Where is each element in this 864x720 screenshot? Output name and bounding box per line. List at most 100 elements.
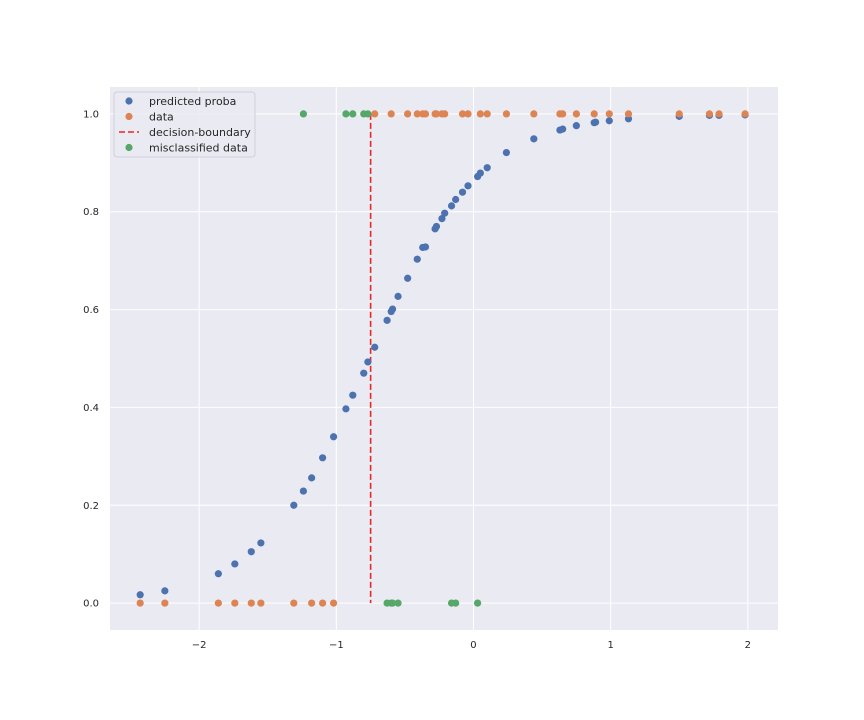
- misclassified-data-point: [364, 110, 372, 118]
- data-point: [715, 110, 723, 118]
- data-point: [441, 110, 449, 118]
- data-point: [624, 110, 633, 118]
- data-point: [590, 110, 598, 118]
- data-point: [432, 110, 441, 118]
- predicted-proba-point: [605, 117, 613, 125]
- data-point: [387, 110, 395, 118]
- predicted-proba-point: [458, 188, 467, 196]
- legend-marker: [125, 143, 133, 152]
- predicted-proba-point: [231, 560, 239, 568]
- data-point: [329, 599, 338, 607]
- predicted-proba-point: [319, 454, 327, 462]
- legend-label: data: [149, 111, 174, 124]
- predicted-proba-point: [441, 209, 449, 217]
- predicted-proba-point: [413, 255, 421, 263]
- data-point: [458, 110, 467, 118]
- misclassified-data-point: [349, 110, 357, 118]
- predicted-proba-point: [476, 169, 484, 177]
- misclassified-data-point: [299, 110, 308, 118]
- y-tick-label: 0.2: [83, 501, 99, 512]
- predicted-proba-point: [404, 274, 412, 282]
- misclassified-data-point: [452, 599, 460, 607]
- data-point: [214, 599, 222, 607]
- predicted-proba-point: [290, 501, 298, 509]
- data-point: [502, 110, 511, 118]
- predicted-proba-point: [349, 391, 357, 399]
- data-point: [675, 110, 683, 118]
- data-point: [371, 110, 379, 118]
- predicted-proba-point: [371, 343, 379, 351]
- data-point: [741, 110, 749, 118]
- predicted-proba-point: [364, 358, 372, 366]
- data-point: [464, 110, 472, 118]
- data-point: [476, 110, 484, 118]
- y-tick-label: 0.8: [83, 207, 99, 218]
- predicted-proba-point: [530, 135, 538, 143]
- predicted-proba-point: [447, 202, 456, 210]
- data-point: [421, 110, 430, 118]
- legend-label: decision-boundary: [149, 126, 251, 139]
- predicted-proba-point: [161, 587, 169, 595]
- data-point: [257, 599, 265, 607]
- data-point: [247, 599, 255, 607]
- data-point: [605, 110, 613, 118]
- data-point: [572, 110, 580, 118]
- predicted-proba-point: [342, 405, 350, 413]
- data-point: [559, 110, 567, 118]
- predicted-proba-point: [438, 214, 446, 223]
- legend-marker: [125, 112, 133, 121]
- data-point: [319, 599, 327, 607]
- predicted-proba-point: [591, 118, 600, 126]
- predicted-proba-point: [394, 292, 402, 300]
- predicted-proba-point: [502, 148, 511, 157]
- predicted-proba-point: [257, 539, 265, 547]
- tick-labels: −2 −1 0 1 2 0.0 0.2 0.4 0.6 0.8 1.0: [83, 109, 751, 651]
- x-tick-label: 1: [607, 640, 613, 651]
- misclassified-data-point: [342, 110, 350, 118]
- predicted-proba-point: [432, 222, 441, 231]
- predicted-proba-point: [383, 316, 391, 324]
- y-tick-label: 0.4: [83, 403, 99, 414]
- series-data: [136, 110, 749, 607]
- predicted-proba-point: [247, 548, 255, 556]
- data-point: [136, 599, 144, 607]
- data-point: [404, 110, 412, 118]
- data-point: [413, 110, 421, 118]
- data-point: [530, 110, 538, 118]
- legend-box: [113, 91, 256, 158]
- predicted-proba-point: [559, 125, 567, 133]
- data-point: [231, 599, 239, 607]
- data-point: [308, 599, 316, 607]
- x-tick-label: 0: [470, 640, 476, 651]
- data-point: [705, 110, 714, 118]
- data-point: [483, 110, 491, 118]
- x-tick-label: 2: [745, 640, 751, 651]
- x-tick-label: −2: [192, 640, 207, 651]
- y-tick-label: 0.0: [83, 599, 99, 610]
- y-tick-label: 1.0: [83, 109, 99, 120]
- predicted-proba-point: [299, 487, 308, 495]
- predicted-proba-point: [360, 369, 368, 377]
- legend-marker: [125, 97, 133, 105]
- series-predicted-proba: [136, 111, 749, 599]
- predicted-proba-point: [483, 164, 491, 172]
- predicted-proba-point: [136, 591, 144, 599]
- predicted-proba-point: [452, 195, 460, 204]
- series-layer: [136, 110, 749, 607]
- data-point: [290, 599, 298, 607]
- predicted-proba-point: [421, 243, 430, 251]
- legend-label: misclassified data: [149, 142, 248, 155]
- x-tick-label: −1: [329, 640, 344, 651]
- predicted-proba-point: [388, 305, 397, 313]
- misclassified-data-point: [388, 599, 397, 607]
- plot-area-background: [110, 87, 778, 630]
- misclassified-data-point: [394, 599, 402, 607]
- predicted-proba-point: [329, 433, 338, 441]
- predicted-proba-point: [308, 474, 316, 482]
- legend: predicted proba data decision-boundary misc…: [113, 91, 256, 158]
- misclassified-data-point: [474, 599, 482, 607]
- predicted-proba-point: [572, 122, 580, 130]
- data-point: [161, 599, 169, 607]
- predicted-proba-point: [464, 182, 472, 190]
